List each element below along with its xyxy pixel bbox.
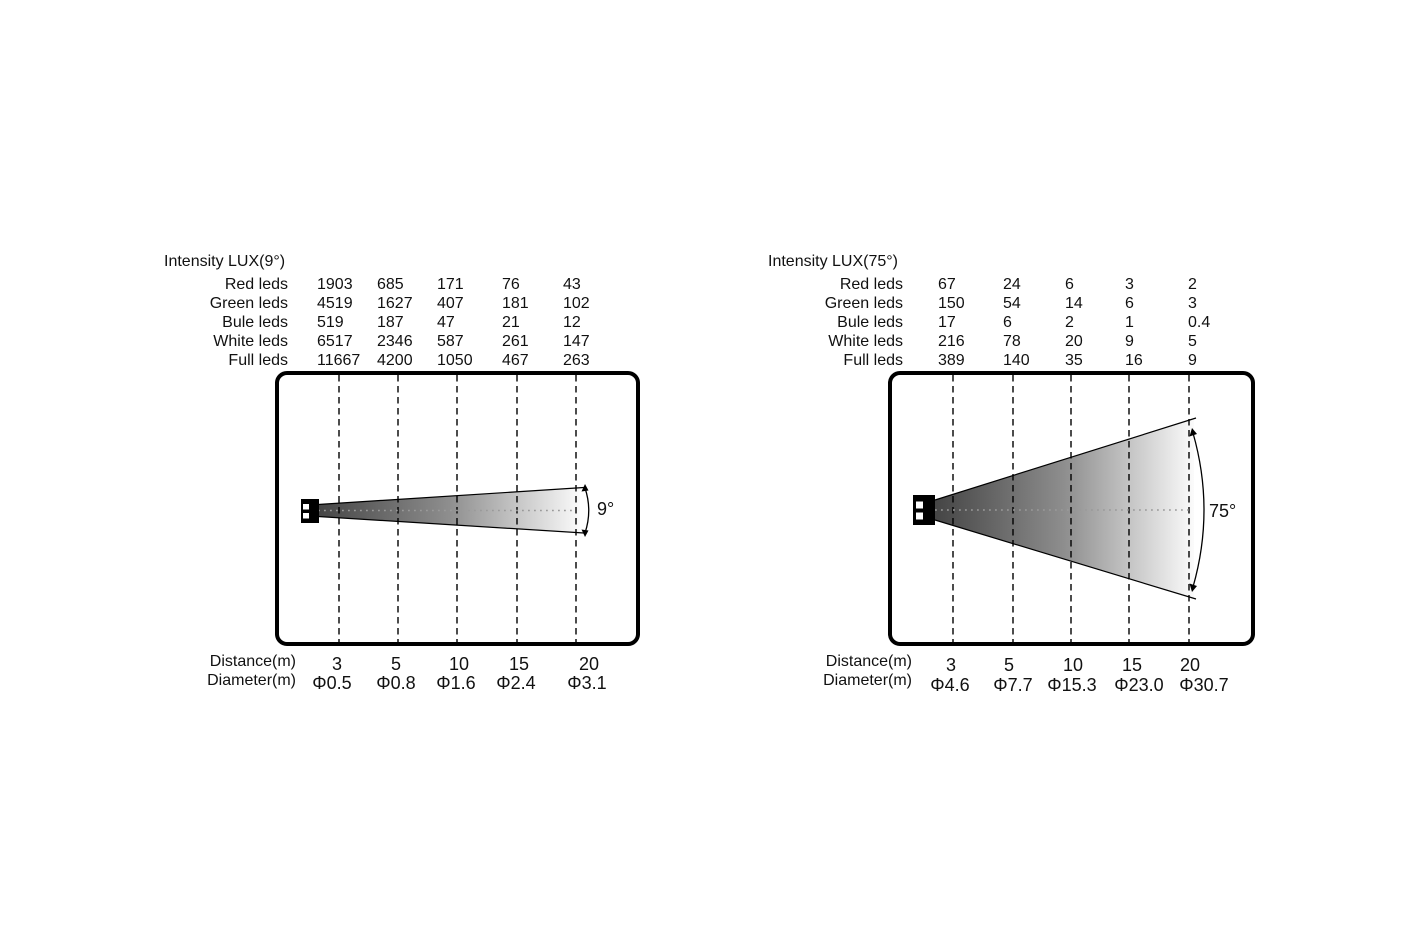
led-row-label: Full leds bbox=[228, 352, 288, 369]
led-row-label: Bule leds bbox=[222, 314, 288, 331]
led-intensity-value: 147 bbox=[563, 333, 590, 350]
diameter-value: Φ15.3 bbox=[1047, 675, 1097, 695]
led-intensity-value: 171 bbox=[437, 276, 464, 293]
light-source-icon bbox=[913, 495, 935, 525]
diameter-value: Φ0.8 bbox=[376, 673, 416, 693]
distance-value: 10 bbox=[1062, 655, 1084, 675]
led-intensity-value: 24 bbox=[1003, 276, 1021, 293]
led-intensity-value: 4200 bbox=[377, 352, 413, 369]
led-intensity-value: 12 bbox=[563, 314, 581, 331]
led-intensity-value: 0.4 bbox=[1188, 314, 1211, 331]
led-intensity-value: 76 bbox=[502, 276, 520, 293]
diameter-value: Φ7.7 bbox=[993, 675, 1033, 695]
led-intensity-value: 407 bbox=[437, 295, 464, 312]
distance-value: 5 bbox=[1003, 655, 1015, 675]
led-intensity-value: 1903 bbox=[317, 276, 353, 293]
led-intensity-value: 187 bbox=[377, 314, 404, 331]
led-row-label: Bule leds bbox=[837, 314, 903, 331]
diameter-value: Φ30.7 bbox=[1179, 675, 1229, 695]
led-intensity-value: 11667 bbox=[317, 352, 361, 369]
led-intensity-value: 2 bbox=[1065, 314, 1074, 331]
distance-value: 20 bbox=[578, 654, 600, 674]
led-intensity-value: 20 bbox=[1065, 333, 1083, 350]
led-intensity-value: 519 bbox=[317, 314, 344, 331]
diameter-row-label: Diameter(m) bbox=[823, 672, 912, 689]
led-intensity-value: 467 bbox=[502, 352, 529, 369]
distance-gridlines bbox=[338, 375, 577, 642]
beam-cone bbox=[318, 488, 580, 532]
angle-arc bbox=[1189, 428, 1205, 592]
led-intensity-value: 21 bbox=[502, 314, 520, 331]
distance-value: 15 bbox=[508, 654, 530, 674]
distance-value: 3 bbox=[331, 654, 343, 674]
beam-edges bbox=[317, 486, 585, 534]
led-intensity-value: 263 bbox=[563, 352, 590, 369]
beam-angle-label-9deg: 9° bbox=[597, 499, 615, 519]
led-row-label: Red leds bbox=[839, 276, 903, 293]
light-source-icon bbox=[301, 499, 319, 523]
diameter-value: Φ1.6 bbox=[436, 673, 476, 693]
distance-value: 3 bbox=[945, 655, 957, 675]
led-intensity-value: 1050 bbox=[437, 352, 473, 369]
diameter-value: Φ4.6 bbox=[930, 675, 970, 695]
distance-value: 10 bbox=[448, 654, 470, 674]
led-intensity-value: 16 bbox=[1125, 352, 1143, 369]
led-intensity-value: 43 bbox=[563, 276, 581, 293]
diagram-title-9deg: Intensity LUX(9°) bbox=[164, 253, 286, 270]
led-intensity-value: 685 bbox=[377, 276, 404, 293]
led-intensity-value: 6 bbox=[1065, 276, 1074, 293]
diameter-value: Φ0.5 bbox=[312, 673, 352, 693]
led-intensity-value: 14 bbox=[1065, 295, 1083, 312]
led-intensity-value: 2 bbox=[1188, 276, 1197, 293]
led-intensity-value: 9 bbox=[1188, 352, 1197, 369]
diameter-value: Φ23.0 bbox=[1114, 675, 1164, 695]
led-row-label: Green leds bbox=[209, 295, 288, 312]
diagram-title-75deg: Intensity LUX(75°) bbox=[768, 253, 899, 270]
diameter-value: Φ2.4 bbox=[496, 673, 536, 693]
distance-row-label: Distance(m) bbox=[209, 653, 296, 670]
led-intensity-value: 1 bbox=[1125, 314, 1134, 331]
led-intensity-value: 54 bbox=[1003, 295, 1021, 312]
led-intensity-value: 5 bbox=[1188, 333, 1197, 350]
angle-arc bbox=[581, 484, 590, 537]
led-row-label: Red leds bbox=[224, 276, 288, 293]
distance-row-label: Distance(m) bbox=[825, 653, 912, 670]
led-intensity-value: 150 bbox=[938, 295, 965, 312]
led-intensity-value: 1627 bbox=[377, 295, 413, 312]
led-intensity-value: 67 bbox=[938, 276, 956, 293]
led-intensity-value: 3 bbox=[1125, 276, 1134, 293]
beam-edges bbox=[934, 417, 1197, 600]
distance-gridlines bbox=[952, 375, 1190, 642]
led-row-label: White leds bbox=[213, 333, 288, 350]
led-intensity-value: 587 bbox=[437, 333, 464, 350]
led-intensity-value: 47 bbox=[437, 314, 455, 331]
led-intensity-value: 181 bbox=[502, 295, 529, 312]
led-intensity-value: 3 bbox=[1188, 295, 1197, 312]
led-row-label: Green leds bbox=[824, 295, 903, 312]
distance-value: 20 bbox=[1179, 655, 1201, 675]
led-intensity-value: 216 bbox=[938, 333, 965, 350]
led-intensity-value: 389 bbox=[938, 352, 965, 369]
beam-panel-75deg bbox=[888, 371, 1255, 646]
led-intensity-value: 4519 bbox=[317, 295, 353, 312]
beam-panel-9deg bbox=[275, 371, 640, 646]
distance-value: 15 bbox=[1121, 655, 1143, 675]
led-intensity-value: 17 bbox=[938, 314, 956, 331]
led-intensity-value: 35 bbox=[1065, 352, 1083, 369]
distance-value: 5 bbox=[390, 654, 402, 674]
led-intensity-value: 9 bbox=[1125, 333, 1134, 350]
led-row-label: White leds bbox=[828, 333, 903, 350]
led-intensity-value: 261 bbox=[502, 333, 529, 350]
led-intensity-value: 140 bbox=[1003, 352, 1030, 369]
led-intensity-value: 6517 bbox=[317, 333, 353, 350]
led-intensity-value: 78 bbox=[1003, 333, 1021, 350]
diameter-value: Φ3.1 bbox=[567, 673, 607, 693]
led-row-label: Full leds bbox=[843, 352, 903, 369]
diameter-row-label: Diameter(m) bbox=[207, 672, 296, 689]
led-intensity-value: 6 bbox=[1003, 314, 1012, 331]
led-intensity-value: 6 bbox=[1125, 295, 1134, 312]
led-intensity-value: 102 bbox=[563, 295, 590, 312]
beam-angle-label-75deg: 75° bbox=[1209, 501, 1237, 521]
led-intensity-value: 2346 bbox=[377, 333, 413, 350]
